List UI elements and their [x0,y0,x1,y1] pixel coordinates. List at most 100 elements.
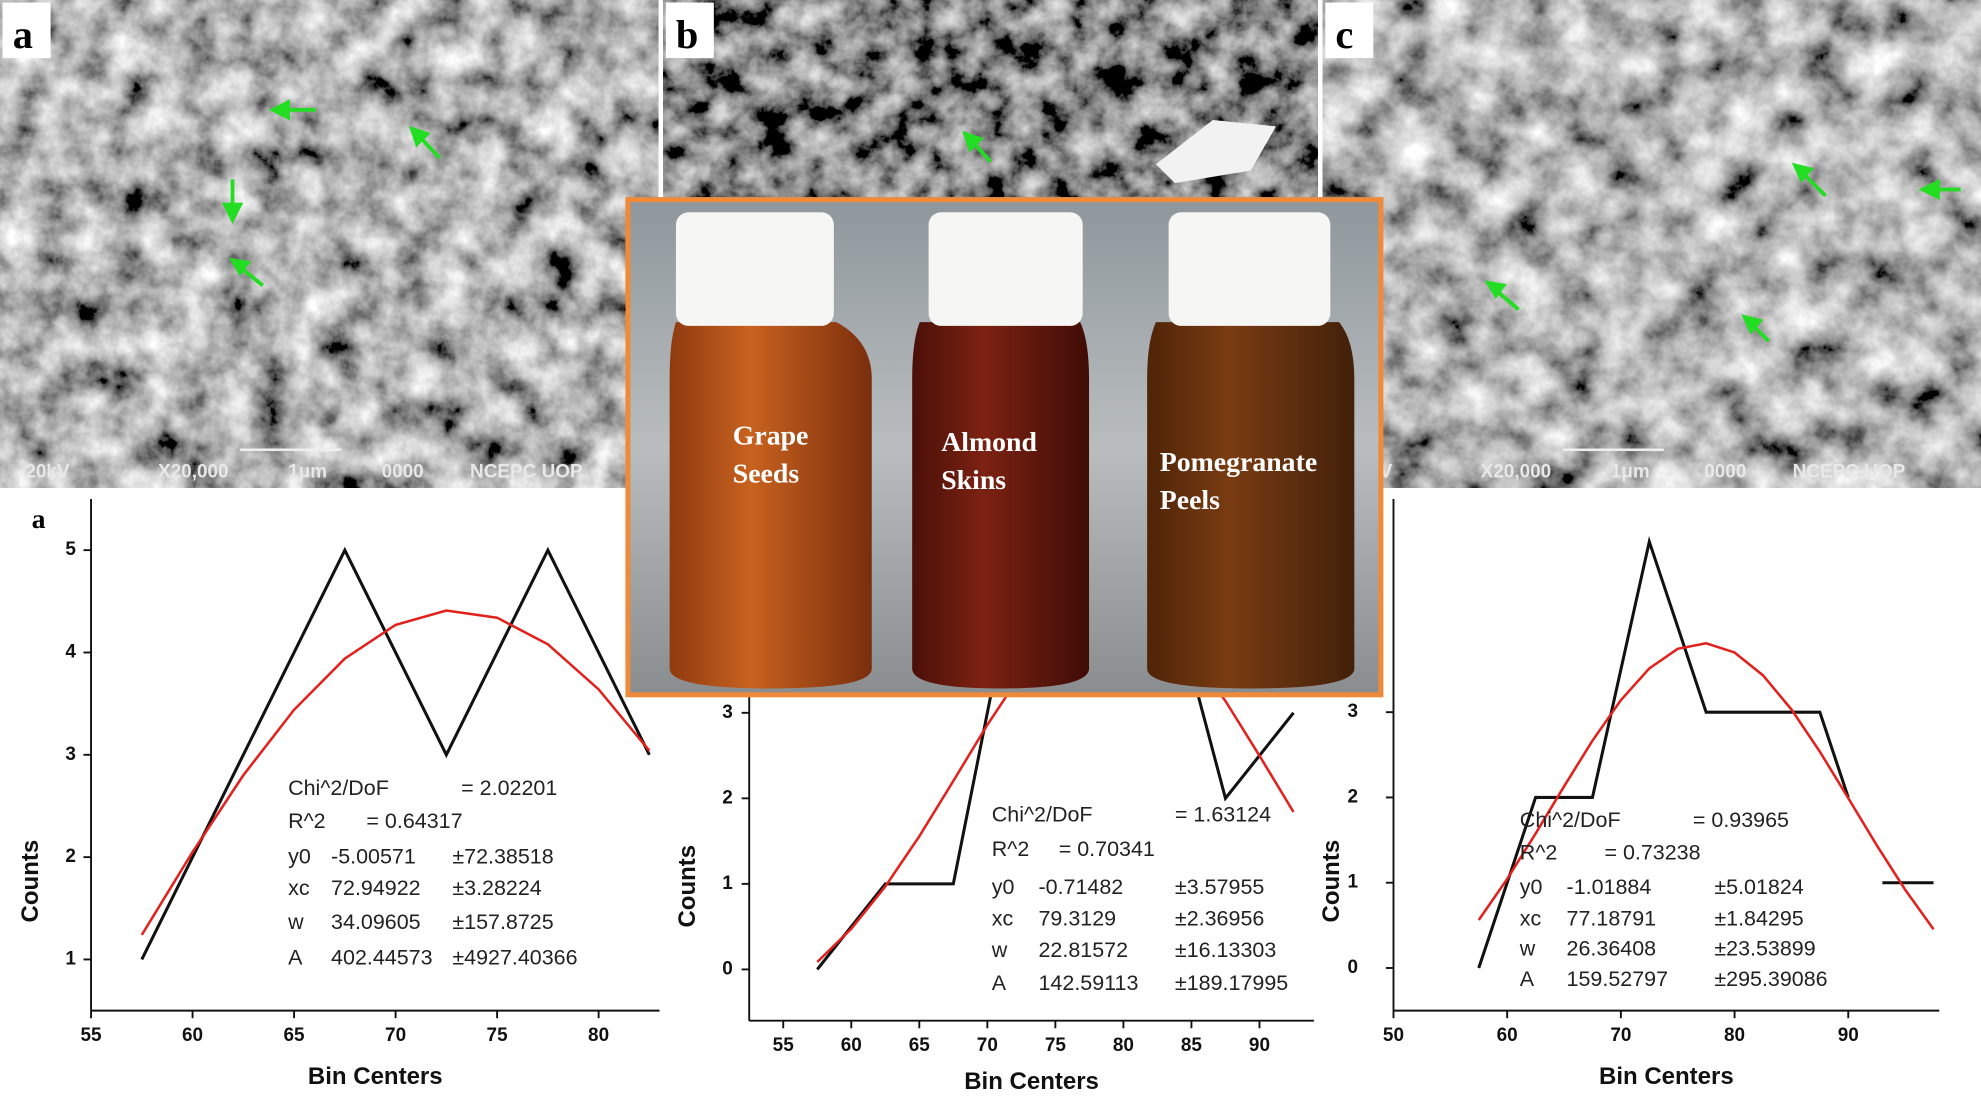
fit-stat: Chi^2/DoF [288,776,389,800]
sem-image [1322,0,1981,488]
x-tick-label: 65 [284,1025,305,1046]
fit-stat: 159.52797 [1567,967,1668,991]
fit-stat: w [1519,937,1536,961]
y-tick-label: 1 [722,873,733,894]
histogram-line [140,546,651,961]
vial-cap [928,212,1083,326]
fit-stat: 402.44573 [331,945,432,969]
sem-footer: X20,000 [1481,461,1552,482]
x-axis-title: Bin Centers [308,1063,443,1090]
y-tick-label: 4 [65,641,76,662]
fit-stat: -1.01884 [1567,875,1652,899]
fit-stat: ±3.28224 [452,876,541,900]
y-tick-label: 3 [65,744,76,765]
x-axis-title: Bin Centers [1599,1063,1734,1090]
y-axis-title: Counts [1318,840,1345,923]
x-tick-label: 90 [1838,1025,1859,1046]
label-box [2,2,51,59]
y-tick-label: 2 [1348,786,1359,807]
vial [669,322,872,689]
fit-stat: = 0.93965 [1693,808,1789,832]
vial-cap [675,212,834,326]
fit-stat: = 2.02201 [461,776,557,800]
x-tick-label: 80 [1113,1035,1134,1056]
fit-stat: 26.36408 [1567,937,1657,961]
fit-stat: = 0.70341 [1059,837,1155,861]
fit-stat: ±16.13303 [1175,938,1276,962]
fit-stat: R^2 [992,837,1030,861]
vial-cap [1168,212,1331,326]
x-tick-label: 60 [841,1035,862,1056]
x-tick-label: 75 [487,1025,508,1046]
fit-stat: y0 [288,844,311,868]
fit-stat: R^2 [1520,841,1558,865]
fit-stat: y0 [992,875,1015,899]
fit-stat: ±157.8725 [452,910,553,934]
x-tick-label: 75 [1045,1035,1066,1056]
sem-footer: 1μm [1611,461,1650,482]
fit-stat: xc [1520,906,1542,930]
sem-footer: 0000 [1704,461,1746,482]
sem-footer: 0000 [382,461,424,482]
fit-stat: = 0.73238 [1604,841,1700,865]
fit-stat: Chi^2/DoF [1520,808,1621,832]
label-box [1325,2,1374,59]
x-tick-label: 55 [773,1035,794,1056]
x-axis-title: Bin Centers [964,1068,1099,1095]
x-tick-label: 85 [1181,1035,1202,1056]
fit-stat: 142.59113 [1039,971,1139,995]
fit-stat: ±5.01824 [1714,875,1803,899]
fit-stat: w [287,910,304,934]
fit-stat: y0 [1520,875,1543,899]
x-tick-label: 55 [81,1025,102,1046]
x-tick-label: 70 [977,1035,998,1056]
fit-stat: ±295.39086 [1714,967,1827,991]
y-axis-title: Counts [674,845,701,928]
fit-curve [1477,641,1935,931]
fit-stat: 22.81572 [1039,938,1129,962]
x-tick-label: 90 [1249,1035,1270,1056]
fit-stat: R^2 [288,809,326,833]
y-tick-label: 2 [65,846,76,867]
fit-stat: w [991,938,1008,962]
fit-stat: -5.00571 [331,844,416,868]
sem-footer: X20,000 [158,461,229,482]
fit-stat: -0.71482 [1039,875,1124,899]
vial-label: Peels [1160,485,1220,516]
fit-stat: A [1520,967,1535,991]
y-tick-label: 2 [722,787,733,808]
y-tick-label: 0 [722,958,733,979]
fit-stat: A [992,971,1007,995]
x-tick-label: 80 [1724,1025,1745,1046]
fit-stat: xc [992,906,1014,930]
fit-stat: ±4927.40366 [452,945,577,969]
fit-stat: 77.18791 [1567,906,1657,930]
y-tick-label: 1 [1348,872,1359,893]
fit-stat: 34.09605 [331,910,421,934]
x-tick-label: 60 [182,1025,203,1046]
fit-stat: xc [288,876,310,900]
fit-stat: ±23.53899 [1714,937,1815,961]
histogram-line [1477,535,1934,969]
sem-image [0,0,659,488]
y-tick-label: 1 [65,948,76,969]
fit-curve [140,609,651,936]
label-box [665,2,714,59]
vial [912,322,1090,689]
x-tick-label: 60 [1497,1025,1518,1046]
fit-stat: A [288,945,303,969]
vial-label: Grape [733,421,809,452]
vial [1147,322,1355,689]
fit-stat: = 1.63124 [1175,803,1271,827]
y-axis-title: Counts [17,840,44,923]
vial-label: Pomegranate [1160,447,1317,478]
panel-letter: b [676,12,698,57]
y-tick-label: 5 [65,539,76,560]
chart-bg [0,490,660,1118]
panel-letter: a [32,504,46,535]
x-tick-label: 70 [1610,1025,1631,1046]
x-tick-label: 50 [1383,1025,1404,1046]
arrows [221,99,1961,343]
fit-stat: = 0.64317 [366,809,462,833]
chart: 50 60 70 80 90 0 1 2 3 Bin Centers Counts Chi^2/DoF… [1318,490,1950,1118]
